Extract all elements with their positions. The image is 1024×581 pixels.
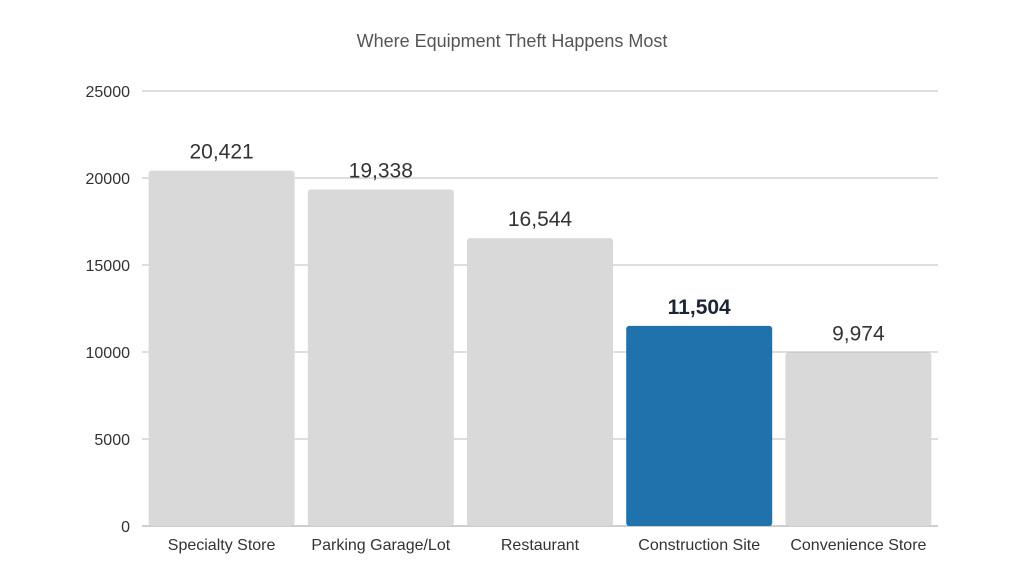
y-tick-label: 0 (121, 519, 130, 536)
y-tick-label: 10000 (86, 345, 131, 362)
y-tick-label: 25000 (86, 84, 131, 101)
x-tick-label: Parking Garage/Lot (311, 537, 450, 554)
bars (148, 170, 932, 526)
x-axis-labels: Specialty Store Parking Garage/Lot Restaur… (168, 537, 927, 554)
y-tick-label: 20000 (86, 171, 131, 188)
data-label: 11,504 (668, 296, 731, 319)
data-label: 19,338 (349, 160, 413, 183)
bar-parking-garage-lot (307, 189, 454, 526)
data-label: 16,544 (508, 208, 573, 231)
x-tick-label: Convenience Store (790, 537, 926, 554)
data-labels: 20,421 19,338 16,544 11,504 9,974 (189, 141, 885, 346)
y-tick-label: 5000 (94, 432, 130, 449)
x-tick-label: Restaurant (501, 537, 580, 554)
bar-construction-site (626, 325, 773, 526)
y-tick-label: 15000 (86, 258, 131, 275)
bar-restaurant (467, 238, 613, 526)
x-tick-label: Specialty Store (168, 537, 276, 554)
data-label: 9,974 (832, 322, 885, 345)
bar-specialty-store (148, 170, 295, 526)
x-tick-label: Construction Site (638, 537, 760, 554)
y-axis-ticks: 0 5000 10000 15000 20000 25000 (86, 84, 131, 536)
chart-title: Where Equipment Theft Happens Most (357, 31, 668, 51)
bar-convenience-store (785, 352, 932, 526)
data-label: 20,421 (189, 141, 253, 164)
